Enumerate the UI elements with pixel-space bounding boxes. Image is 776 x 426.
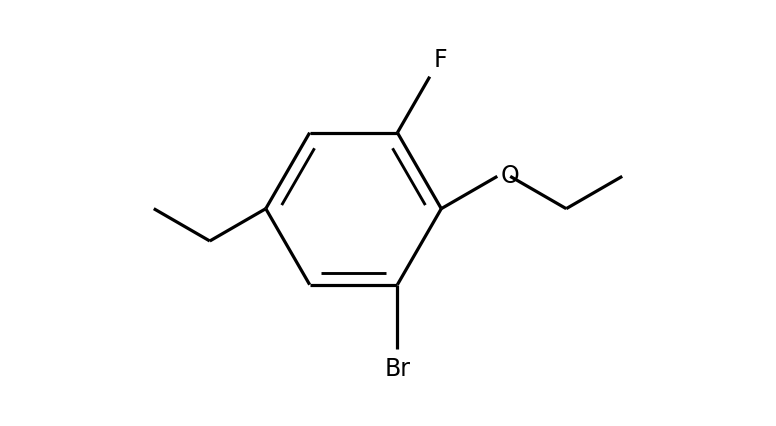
Text: O: O: [501, 164, 520, 188]
Text: F: F: [434, 48, 447, 72]
Text: Br: Br: [384, 357, 411, 381]
